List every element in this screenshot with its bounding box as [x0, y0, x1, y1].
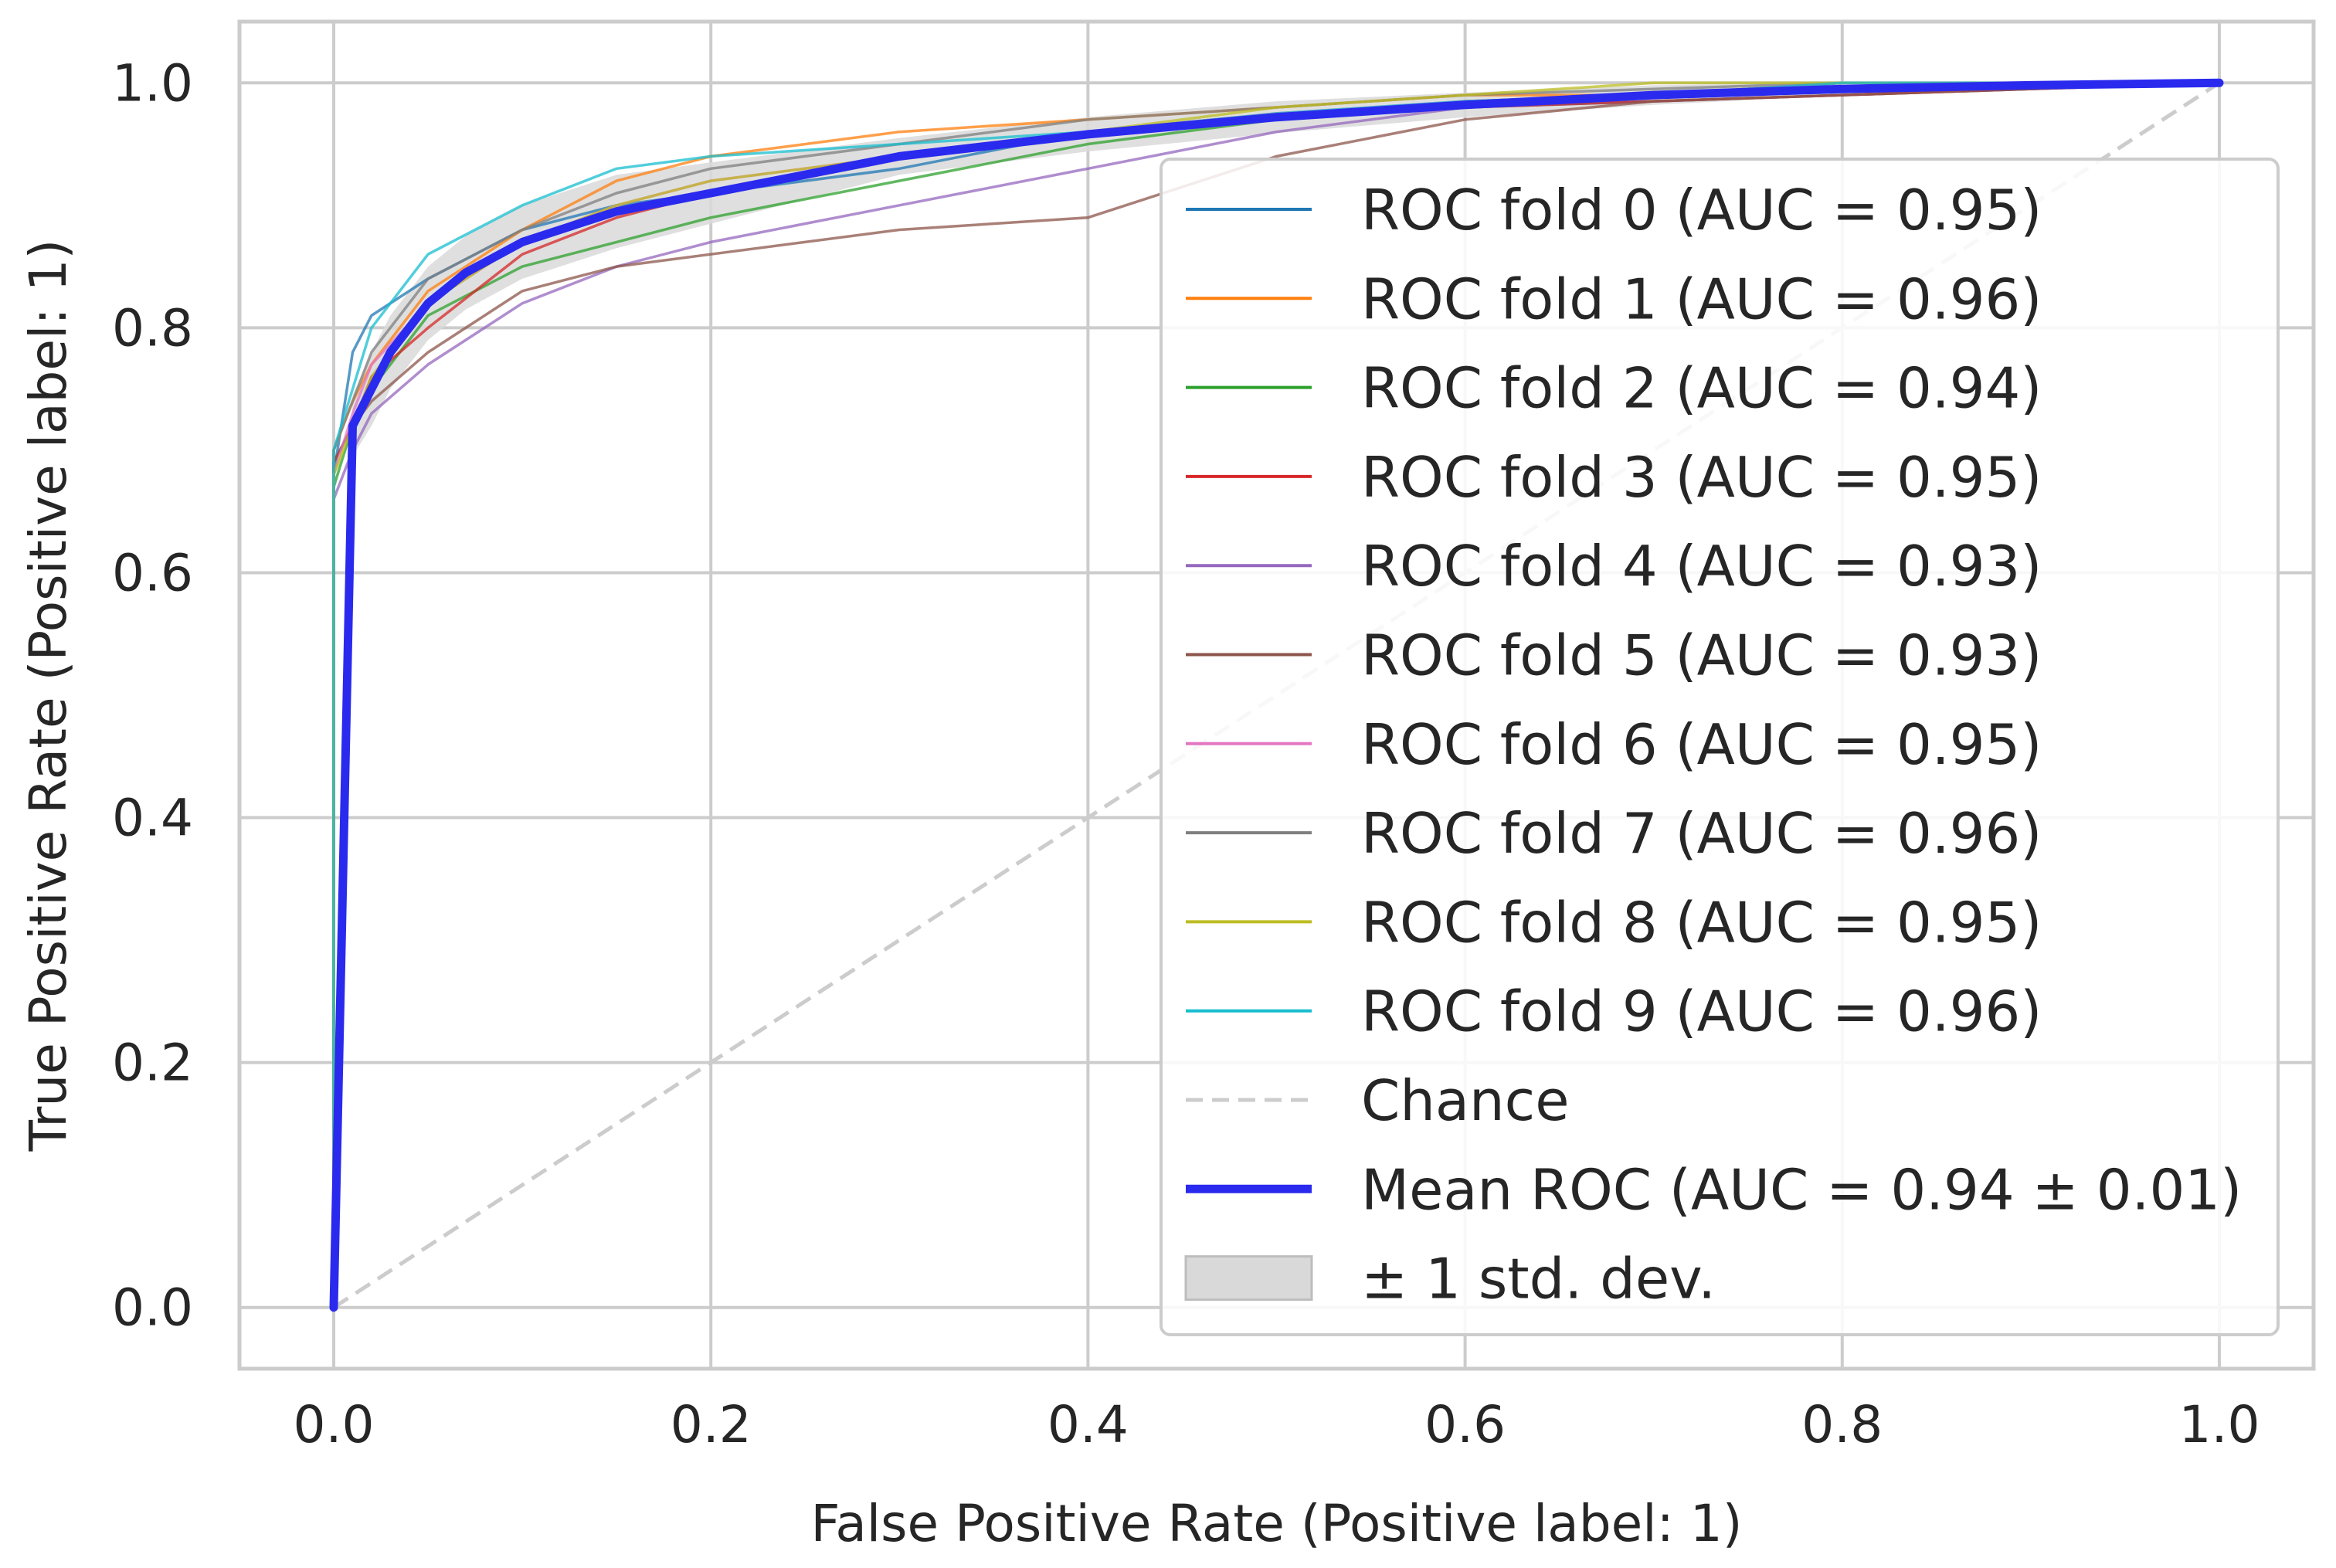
- legend-fold-0-entry: ROC fold 0 (AUC = 0.95): [1186, 178, 2042, 243]
- legend-fold-8-label: ROC fold 8 (AUC = 0.95): [1361, 890, 2042, 955]
- legend-fold-4-label: ROC fold 4 (AUC = 0.93): [1361, 534, 2042, 599]
- plot-frame: [237, 19, 2316, 1371]
- y-axis-label: True Positive Rate (Positive label: 1): [19, 239, 78, 1152]
- legend-fold-1-label: ROC fold 1 (AUC = 0.96): [1361, 266, 2042, 331]
- legend-fold-7-label: ROC fold 7 (AUC = 0.96): [1361, 801, 2042, 866]
- y-tick-label: 1.0: [112, 53, 193, 113]
- legend: ROC fold 0 (AUC = 0.95) ROC fold 1 (AUC =…: [1160, 158, 2280, 1336]
- mean-roc-line: [329, 78, 2224, 1312]
- legend-mean-label: Mean ROC (AUC = 0.94 ± 0.01): [1361, 1157, 2242, 1222]
- legend-std-label: ± 1 std. dev.: [1361, 1247, 1716, 1312]
- legend-fold-5-label: ROC fold 5 (AUC = 0.93): [1361, 623, 2042, 688]
- y-tick-label: 0.0: [112, 1278, 193, 1338]
- x-tick-label: 0.6: [1424, 1395, 1506, 1454]
- legend-fold-7-entry: ROC fold 7 (AUC = 0.96): [1186, 801, 2042, 866]
- legend-chance-entry: Chance: [1186, 1068, 1570, 1133]
- x-tick-label: 0.0: [294, 1395, 375, 1454]
- x-tick-label: 0.2: [671, 1395, 752, 1454]
- legend-fold-8-entry: ROC fold 8 (AUC = 0.95): [1186, 890, 2042, 955]
- legend-fold-3-label: ROC fold 3 (AUC = 0.95): [1361, 445, 2042, 510]
- x-tick-label: 0.8: [1801, 1395, 1883, 1454]
- legend-fold-3-entry: ROC fold 3 (AUC = 0.95): [1186, 445, 2042, 510]
- legend-fold-6-label: ROC fold 6 (AUC = 0.95): [1361, 712, 2042, 777]
- x-tick-label: 1.0: [2178, 1395, 2260, 1454]
- roc-fold-7-line: [332, 81, 2219, 1308]
- legend-box: [1160, 158, 2280, 1336]
- y-tick-label: 0.6: [112, 543, 193, 602]
- legend-chance-label: Chance: [1361, 1068, 1570, 1133]
- mean-roc-layer: [329, 78, 2224, 1312]
- tick-labels: 0.0 0.2 0.4 0.6 0.8 1.0 0.0 0.2 0.4 0.6 0.8 1.0: [112, 53, 2260, 1454]
- y-tick-label: 0.4: [112, 789, 193, 848]
- legend-fold-2-label: ROC fold 2 (AUC = 0.94): [1361, 356, 2042, 421]
- legend-fold-5-entry: ROC fold 5 (AUC = 0.93): [1186, 623, 2042, 688]
- y-tick-label: 0.2: [112, 1033, 193, 1093]
- legend-std-swatch: [1184, 1255, 1313, 1302]
- legend-fold-1-entry: ROC fold 1 (AUC = 0.96): [1186, 266, 2042, 331]
- legend-fold-9-label: ROC fold 9 (AUC = 0.96): [1361, 979, 2042, 1044]
- legend-mean-entry: Mean ROC (AUC = 0.94 ± 0.01): [1186, 1157, 2242, 1222]
- x-axis-label: False Positive Rate (Positive label: 1): [810, 1494, 1742, 1553]
- legend-fold-9-entry: ROC fold 9 (AUC = 0.96): [1186, 979, 2042, 1044]
- x-tick-label: 0.4: [1047, 1395, 1129, 1454]
- legend-fold-0-label: ROC fold 0 (AUC = 0.95): [1361, 178, 2042, 243]
- legend-fold-6-entry: ROC fold 6 (AUC = 0.95): [1186, 712, 2042, 777]
- legend-fold-2-entry: ROC fold 2 (AUC = 0.94): [1186, 356, 2042, 421]
- y-tick-label: 0.8: [112, 298, 193, 358]
- legend-fold-4-entry: ROC fold 4 (AUC = 0.93): [1186, 534, 2042, 599]
- legend-std-entry: ± 1 std. dev.: [1184, 1247, 1716, 1312]
